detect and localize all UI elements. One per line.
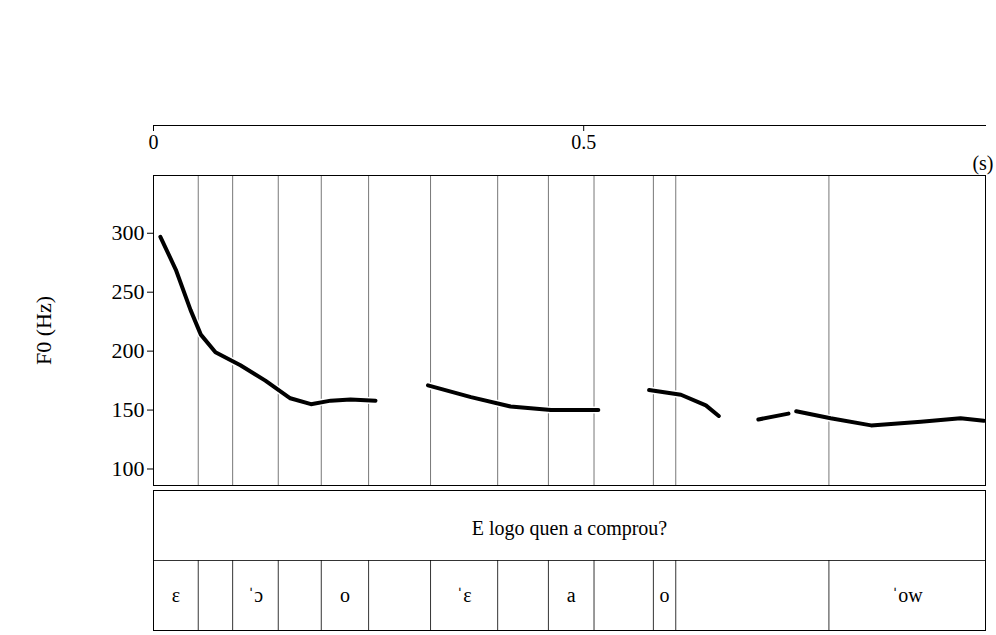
svg-text:o: o <box>340 584 350 606</box>
svg-text:F0 (Hz): F0 (Hz) <box>31 296 56 365</box>
svg-text:0: 0 <box>149 131 159 153</box>
svg-text:250: 250 <box>112 279 145 304</box>
svg-text:150: 150 <box>112 397 145 422</box>
svg-text:E logo quen a comprou?: E logo quen a comprou? <box>472 517 668 540</box>
svg-text:a: a <box>567 584 576 606</box>
svg-text:o: o <box>660 584 670 606</box>
svg-text:300: 300 <box>112 220 145 245</box>
svg-text:100: 100 <box>112 456 145 481</box>
svg-text:ˈε: ˈε <box>457 584 472 606</box>
svg-text:(s): (s) <box>972 152 993 175</box>
svg-text:ε: ε <box>172 584 180 606</box>
svg-text:200: 200 <box>112 338 145 363</box>
svg-text:ˈow: ˈow <box>892 584 924 606</box>
svg-text:0.5: 0.5 <box>571 131 596 153</box>
svg-text:ˈɔ: ˈɔ <box>248 584 264 606</box>
